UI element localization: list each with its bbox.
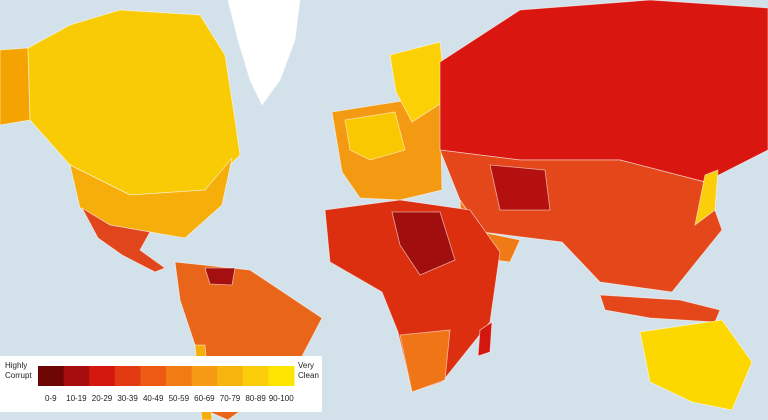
legend-high-label: Very xyxy=(298,361,314,370)
legend-swatch xyxy=(114,366,141,386)
western-europe xyxy=(344,111,406,161)
legend-swatch xyxy=(268,366,295,386)
legend-high-label: Clean xyxy=(298,371,319,380)
madagascar xyxy=(477,321,493,357)
canada xyxy=(27,9,241,196)
africa xyxy=(324,199,501,393)
legend-swatch xyxy=(140,366,167,386)
legend-bin-label: 90-100 xyxy=(269,394,294,403)
legend-swatch xyxy=(166,366,193,386)
alaska xyxy=(0,47,31,126)
legend-bin-label: 40-49 xyxy=(143,394,164,403)
venezuela xyxy=(204,267,236,286)
central-asia xyxy=(489,164,551,211)
legend-swatch xyxy=(242,366,269,386)
legend-swatch xyxy=(63,366,90,386)
legend-swatch xyxy=(217,366,244,386)
legend-bin-label: 20-29 xyxy=(92,394,113,403)
legend-low-label: Highly xyxy=(5,361,27,370)
legend-bin-label: 30-39 xyxy=(117,394,138,403)
mexico xyxy=(80,206,166,273)
legend-bin-label: 50-59 xyxy=(169,394,190,403)
legend-bin-label: 70-79 xyxy=(220,394,241,403)
legend-bin-label: 10-19 xyxy=(66,394,87,403)
australia xyxy=(639,319,753,411)
legend-bin-label: 0-9 xyxy=(45,394,57,403)
southern-africa xyxy=(399,329,451,393)
legend-bin-label: 80-89 xyxy=(245,394,266,403)
legend-swatch xyxy=(38,366,65,386)
scandinavia xyxy=(389,41,447,123)
japan xyxy=(694,169,719,226)
legend-swatch xyxy=(89,366,116,386)
legend-low-label: Corrupt xyxy=(5,371,32,380)
legend-swatch xyxy=(191,366,218,386)
legend-bin-label: 60-69 xyxy=(194,394,215,403)
north-east-africa xyxy=(391,211,456,276)
greenland xyxy=(227,0,301,106)
